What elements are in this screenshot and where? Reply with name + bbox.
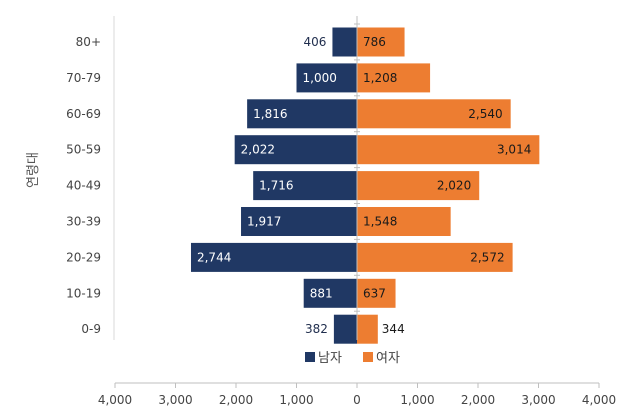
data-label-female-80+: 786 — [363, 35, 386, 49]
bar-male-10-19 — [303, 278, 357, 308]
data-label-female-0-9: 344 — [382, 322, 405, 336]
bar-male-50-59 — [234, 135, 357, 165]
legend-label-female: 여자 — [376, 351, 400, 366]
data-label-male-20-29: 2,744 — [197, 250, 231, 264]
bar-female-70-79 — [357, 63, 431, 93]
legend-swatch-male — [305, 352, 315, 362]
bar-male-40-49 — [253, 171, 357, 201]
bar-female-50-59 — [357, 135, 540, 165]
x-tick-label: 2,000 — [219, 393, 253, 407]
bars-layer — [190, 27, 540, 344]
data-label-female-30-39: 1,548 — [363, 215, 397, 229]
x-tick-label: 4,000 — [98, 393, 132, 407]
legend-swatch-female — [363, 352, 373, 362]
data-labels-layer: 406 786 1,000 1,208 1,816 2,540 2,022 3,014 1,71… — [197, 35, 531, 336]
data-label-female-40-49: 2,020 — [437, 179, 471, 193]
bar-female-60-69 — [357, 99, 511, 129]
data-label-male-60-69: 1,816 — [253, 107, 287, 121]
bar-male-0-9 — [333, 314, 357, 344]
category-label-40-49: 40-49 — [66, 179, 101, 193]
bar-female-0-9 — [357, 314, 378, 344]
category-label-50-59: 50-59 — [66, 143, 101, 157]
data-label-male-80+: 406 — [304, 35, 327, 49]
data-label-female-60-69: 2,540 — [468, 107, 502, 121]
data-label-male-30-39: 1,917 — [247, 215, 281, 229]
data-label-male-40-49: 1,716 — [259, 179, 293, 193]
data-label-male-0-9: 382 — [305, 322, 328, 336]
category-label-0-9: 0-9 — [81, 322, 101, 336]
bar-female-10-19 — [357, 278, 396, 308]
bar-male-80+ — [332, 27, 357, 57]
data-label-female-10-19: 637 — [363, 286, 386, 300]
legend: 남자 여자 — [305, 351, 400, 366]
data-label-male-50-59: 2,022 — [241, 143, 275, 157]
category-label-80+: 80+ — [76, 35, 101, 49]
data-label-female-20-29: 2,572 — [470, 250, 504, 264]
legend-label-male: 남자 — [318, 351, 342, 366]
category-label-30-39: 30-39 — [66, 215, 101, 229]
bar-male-70-79 — [296, 63, 357, 93]
x-tick-label: 1,000 — [279, 393, 313, 407]
category-label-60-69: 60-69 — [66, 107, 101, 121]
data-label-male-70-79: 1,000 — [303, 71, 337, 85]
x-tick-label: 1,000 — [400, 393, 434, 407]
x-tick-label: 0 — [353, 393, 361, 407]
bar-male-20-29 — [190, 242, 357, 272]
x-tick-label: 3,000 — [521, 393, 555, 407]
data-label-male-10-19: 881 — [310, 286, 333, 300]
category-labels-layer: 80+ 70-79 60-69 50-59 40-49 30-39 20-29 10-19 0-… — [66, 35, 101, 336]
category-label-20-29: 20-29 — [66, 250, 101, 264]
bar-female-40-49 — [357, 171, 480, 201]
data-label-female-70-79: 1,208 — [363, 71, 397, 85]
x-axis: 4,000 3,000 2,000 1,000 0 1,000 2,000 3,000 4,00… — [98, 16, 616, 407]
category-label-10-19: 10-19 — [66, 286, 101, 300]
bar-male-60-69 — [247, 99, 357, 129]
bar-female-20-29 — [357, 242, 513, 272]
bar-male-30-39 — [241, 207, 357, 236]
x-tick-label: 3,000 — [158, 393, 192, 407]
x-tick-label: 2,000 — [461, 393, 495, 407]
category-label-70-79: 70-79 — [66, 71, 101, 85]
y-axis-title: 연령대 — [26, 152, 41, 188]
bar-female-30-39 — [357, 207, 451, 236]
data-label-female-50-59: 3,014 — [497, 143, 531, 157]
bar-female-80+ — [357, 27, 405, 57]
x-tick-label: 4,000 — [582, 393, 616, 407]
